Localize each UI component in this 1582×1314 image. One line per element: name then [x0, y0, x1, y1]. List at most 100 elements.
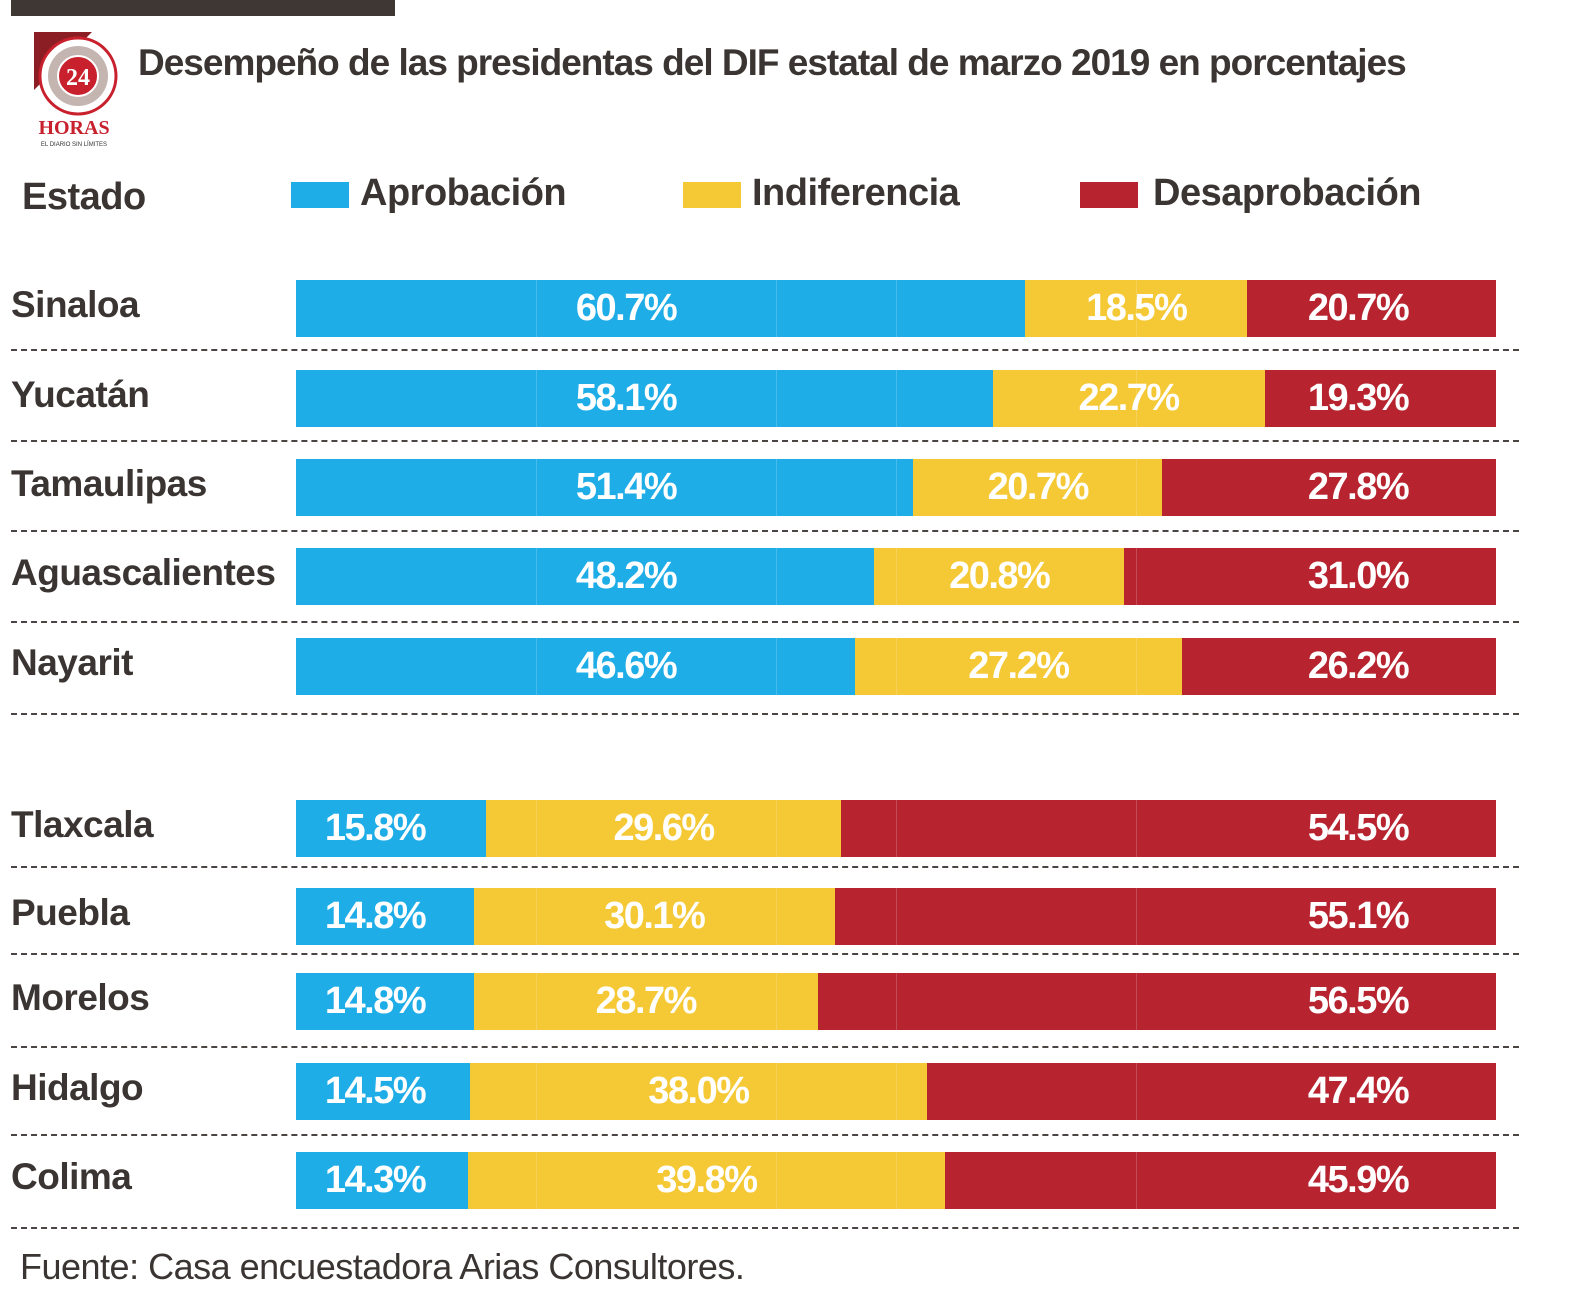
gridline: [1136, 800, 1137, 857]
bar-segment-indiferencia: [992, 370, 1265, 427]
gridline: [536, 1152, 537, 1209]
bar-segment-desaprobación: [926, 1063, 1496, 1120]
gridline: [1136, 1063, 1137, 1120]
bar-segment-aprobación: [296, 1063, 471, 1120]
state-label: Tamaulipas: [11, 463, 207, 504]
bar-segment-indiferencia: [1025, 280, 1248, 337]
gridline: [776, 973, 777, 1030]
state-label: Aguascalientes: [11, 552, 276, 593]
data-label: 14.8%: [324, 980, 427, 1022]
state-label: Yucatán: [11, 374, 150, 415]
state-label: Tlaxcala: [11, 804, 154, 845]
legend-swatch: [683, 182, 741, 208]
data-label: 45.9%: [1307, 1159, 1410, 1201]
row-divider: [11, 953, 1519, 955]
gridline: [896, 973, 897, 1030]
row-divider: [11, 713, 1519, 715]
bar-segment-desaprobación: [841, 800, 1496, 857]
gridline: [896, 370, 897, 427]
gridline: [536, 973, 537, 1030]
row-divider: [11, 1134, 1519, 1136]
row-divider: [11, 530, 1519, 532]
gridline: [896, 1152, 897, 1209]
bar-segment-desaprobación: [834, 888, 1496, 945]
data-label: 39.8%: [656, 1159, 758, 1201]
gridline: [896, 888, 897, 945]
chart-title: Desempeño de las presidentas del DIF est…: [138, 42, 1407, 83]
gridline: [776, 548, 777, 605]
legend-swatch: [1080, 182, 1138, 208]
row-divider: [11, 866, 1519, 868]
bar-segment-desaprobación: [1264, 370, 1496, 427]
row-divider: [11, 1046, 1519, 1048]
bar-segment-desaprobación: [1162, 459, 1496, 516]
state-label: Puebla: [11, 892, 130, 933]
top-bar: [11, 0, 395, 16]
bar-segment-aprobación: [296, 888, 474, 945]
bar-segment-desaprobación: [1247, 280, 1496, 337]
gridline: [1136, 370, 1137, 427]
bar-segment-aprobación: [296, 800, 486, 857]
category-header: Estado: [22, 176, 146, 218]
gridline: [536, 459, 537, 516]
gridline: [1136, 280, 1137, 337]
bar-segment-aprobación: [296, 548, 875, 605]
24-horas-logo: 24 HORAS EL DIARIO SIN LÍMITES: [34, 32, 118, 148]
row-divider: [11, 440, 1519, 442]
bar-segment-aprobación: [296, 638, 856, 695]
gridline: [536, 638, 537, 695]
gridline: [536, 888, 537, 945]
gridline: [1136, 548, 1137, 605]
data-label: 26.2%: [1307, 645, 1410, 687]
gridline: [776, 1063, 777, 1120]
gridline: [776, 888, 777, 945]
gridline: [896, 800, 897, 857]
svg-text:EL DIARIO SIN LÍMITES: EL DIARIO SIN LÍMITES: [41, 141, 107, 148]
legend-label: Aprobación: [360, 172, 567, 214]
gridline: [776, 459, 777, 516]
bar-segment-indiferencia: [473, 888, 835, 945]
data-label: 51.4%: [575, 466, 678, 508]
state-label: Morelos: [11, 977, 150, 1018]
gridline: [896, 280, 897, 337]
bar-segment-indiferencia: [855, 638, 1182, 695]
bar-segment-aprobación: [296, 459, 914, 516]
data-label: 56.5%: [1307, 980, 1410, 1022]
source-note: Fuente: Casa encuestadora Arias Consulto…: [20, 1246, 745, 1287]
data-label: 14.3%: [324, 1159, 427, 1201]
data-label: 47.4%: [1307, 1070, 1410, 1112]
row-divider: [11, 1227, 1519, 1229]
data-label: 27.8%: [1307, 466, 1410, 508]
data-label: 19.3%: [1307, 377, 1410, 419]
gridline: [776, 280, 777, 337]
data-label: 38.0%: [648, 1070, 750, 1112]
svg-text:HORAS: HORAS: [38, 117, 109, 139]
gridline: [896, 459, 897, 516]
svg-text:24: 24: [66, 65, 90, 91]
gridline: [896, 548, 897, 605]
state-label: Sinaloa: [11, 284, 140, 325]
data-label: 48.2%: [575, 555, 678, 597]
bar-segment-aprobación: [296, 973, 474, 1030]
gridline: [536, 800, 537, 857]
data-label: 46.6%: [575, 645, 678, 687]
row-divider: [11, 349, 1519, 351]
data-label: 18.5%: [1086, 287, 1188, 329]
gridline: [1136, 888, 1137, 945]
bar-segment-aprobación: [296, 1152, 468, 1209]
gridline: [536, 548, 537, 605]
data-label: 55.1%: [1307, 895, 1410, 937]
data-label: 27.2%: [968, 645, 1070, 687]
legend-label: Indiferencia: [752, 172, 960, 214]
bar-segment-indiferencia: [467, 1152, 946, 1209]
gridline: [776, 800, 777, 857]
gridline: [536, 370, 537, 427]
bar-segment-indiferencia: [470, 1063, 927, 1120]
gridline: [776, 370, 777, 427]
bar-segment-desaprobación: [945, 1152, 1496, 1209]
data-label: 29.6%: [613, 807, 715, 849]
gridline: [1136, 459, 1137, 516]
data-label: 20.7%: [987, 466, 1090, 508]
bar-segment-desaprobación: [1181, 638, 1496, 695]
bar-segment-aprobación: [296, 370, 993, 427]
